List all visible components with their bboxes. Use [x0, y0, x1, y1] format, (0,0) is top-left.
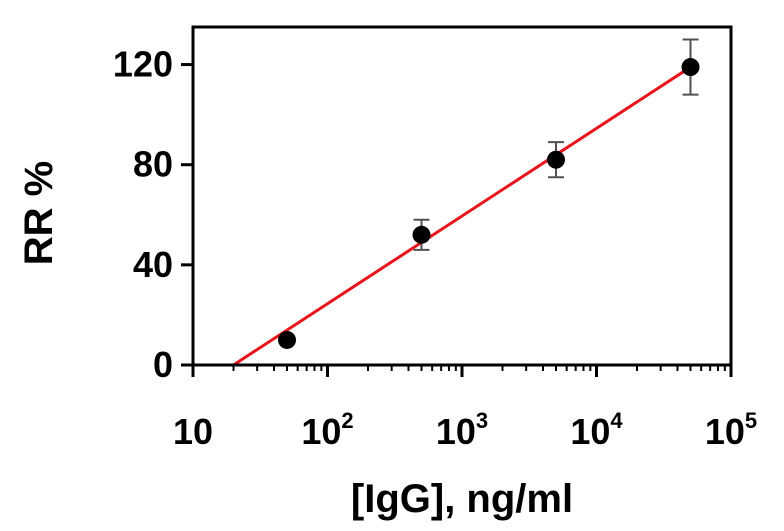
x-ticks [191, 365, 733, 377]
y-axis-title: RR % [17, 161, 61, 265]
data-points [278, 58, 700, 349]
fit-line [232, 65, 692, 367]
y-tick-label-2: 80 [133, 144, 173, 185]
x-axis-title: [IgG], ng/ml [351, 477, 573, 521]
x-tick-label-4: 105 [705, 408, 757, 452]
x-tick-label-0: 10 [173, 411, 213, 452]
y-tick-label-3: 120 [113, 44, 173, 85]
data-point-0 [278, 330, 297, 349]
x-tick-label-3: 104 [570, 408, 623, 452]
data-point-2 [547, 150, 566, 169]
y-tick-label-0: 0 [153, 344, 173, 385]
x-tick-label-2: 103 [436, 408, 488, 452]
fit-line-group [232, 65, 692, 367]
data-point-3 [681, 58, 700, 77]
plot-frame [191, 25, 733, 367]
data-point-1 [412, 225, 431, 244]
y-tick-label-1: 40 [133, 244, 173, 285]
x-tick-labels: 10 102 103 104 105 [173, 408, 757, 452]
y-tick-labels: 0 40 80 120 [113, 44, 173, 385]
y-ticks [181, 63, 193, 367]
x-tick-label-1: 102 [301, 408, 353, 452]
